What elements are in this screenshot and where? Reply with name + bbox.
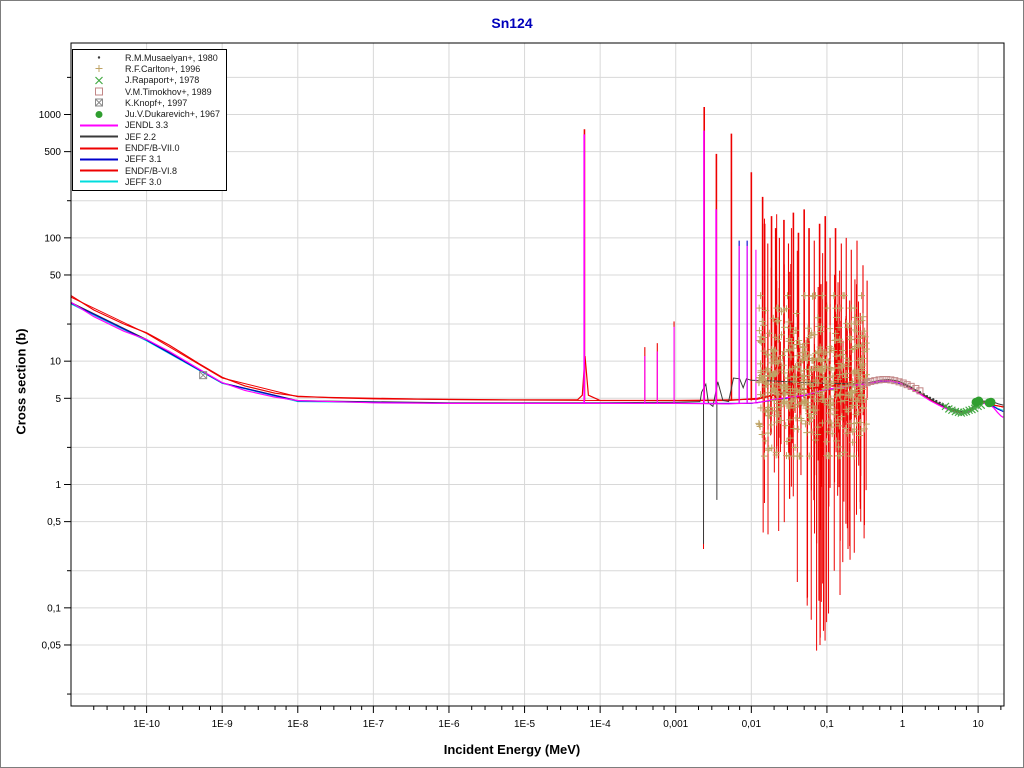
y-tick-label: 5 — [55, 394, 61, 405]
y-tick-label: 0,05 — [42, 640, 62, 651]
legend-line-swatch — [73, 176, 125, 187]
legend-item: JEFF 3.0 — [73, 176, 226, 187]
x-tick-label: 10 — [973, 719, 985, 730]
legend-label: JEFF 3.0 — [125, 176, 162, 187]
legend-item: ENDF/B-VII.0 — [73, 142, 226, 153]
legend-item: J.Rapaport+, 1978 — [73, 75, 226, 86]
legend-item: K.Knopf+, 1997 — [73, 97, 226, 108]
x-axis-label: Incident Energy (MeV) — [443, 742, 581, 757]
y-tick-label: 500 — [44, 147, 61, 158]
x-tick-label: 0,01 — [742, 719, 762, 730]
legend-label: JEFF 3.1 — [125, 154, 162, 165]
legend-label: V.M.Timokhov+, 1989 — [125, 86, 212, 97]
legend-label: ENDF/B-VI.8 — [125, 165, 178, 176]
legend-fcircle-icon — [73, 109, 125, 120]
x-tick-label: 1E-6 — [438, 719, 460, 730]
y-tick-label: 1 — [55, 480, 61, 491]
x-tick-label: 1 — [900, 719, 906, 730]
legend-line-swatch — [73, 154, 125, 165]
legend-dot-icon — [73, 52, 125, 63]
legend-item: V.M.Timokhov+, 1989 — [73, 86, 226, 97]
curve-jef-2.2-low-e- — [70, 302, 701, 404]
x-tick-label: 1E-5 — [514, 719, 536, 730]
axis-ticks — [64, 76, 1002, 713]
scatter-ju-v-dukarevich-1967 — [971, 396, 996, 408]
y-tick-label: 10 — [50, 357, 62, 368]
legend-line-swatch — [73, 165, 125, 176]
scatter-r-f-carlton-1996 — [755, 292, 871, 460]
scatter-k-knopf-1997 — [199, 371, 208, 380]
x-tick-label: 1E-9 — [212, 719, 234, 730]
legend-label: K.Knopf+, 1997 — [125, 97, 188, 108]
legend-label: Ju.V.Dukarevich+, 1967 — [125, 109, 220, 120]
legend-label: JENDL 3.3 — [125, 120, 169, 131]
legend-label: R.M.Musaelyan+, 1980 — [125, 52, 218, 63]
legend-item: ENDF/B-VI.8 — [73, 165, 226, 176]
legend-item: JEF 2.2 — [73, 131, 226, 142]
page-title: Sn124 — [491, 15, 533, 31]
legend-label: JEF 2.2 — [125, 131, 157, 142]
legend-item: R.M.Musaelyan+, 1980 — [73, 52, 226, 63]
legend: R.M.Musaelyan+, 1980 R.F.Carlton+, 1996 J.… — [72, 49, 227, 191]
x-tick-label: 0,001 — [663, 719, 688, 730]
legend-plus-icon — [73, 63, 125, 74]
scatter-v-m-timokhov-1989 — [859, 376, 924, 395]
legend-label: ENDF/B-VII.0 — [125, 143, 180, 154]
plot-border — [70, 42, 1005, 707]
legend-line-swatch — [73, 143, 125, 154]
x-tick-label: 1E-4 — [590, 719, 612, 730]
legend-item: Ju.V.Dukarevich+, 1967 — [73, 108, 226, 119]
y-tick-label: 1000 — [39, 110, 62, 121]
x-tick-label: 1E-10 — [133, 719, 160, 730]
legend-line-swatch — [73, 131, 125, 142]
legend-label: J.Rapaport+, 1978 — [125, 75, 200, 86]
x-tick-label: 0,1 — [820, 719, 834, 730]
legend-xsquare-icon — [73, 97, 125, 108]
x-tick-label: 1E-8 — [287, 719, 309, 730]
legend-item: JEFF 3.1 — [73, 154, 226, 165]
legend-item: R.F.Carlton+, 1996 — [73, 63, 226, 74]
legend-osquare-icon — [73, 86, 125, 97]
tick-labels: 1E-10 1E-9 1E-8 1E-7 1E-6 1E-5 1E-4 0,001 0,01 0,… — [39, 110, 984, 730]
legend-label: R.F.Carlton+, 1996 — [125, 63, 201, 74]
legend-x-icon — [73, 75, 125, 86]
y-axis-label: Cross section (b) — [13, 328, 29, 435]
y-tick-label: 100 — [44, 233, 61, 244]
legend-item: JENDL 3.3 — [73, 120, 226, 131]
y-tick-label: 0,5 — [47, 517, 61, 528]
legend-line-swatch — [73, 120, 125, 131]
y-tick-label: 50 — [50, 270, 62, 281]
x-tick-label: 1E-7 — [363, 719, 385, 730]
y-tick-label: 0,1 — [47, 603, 61, 614]
